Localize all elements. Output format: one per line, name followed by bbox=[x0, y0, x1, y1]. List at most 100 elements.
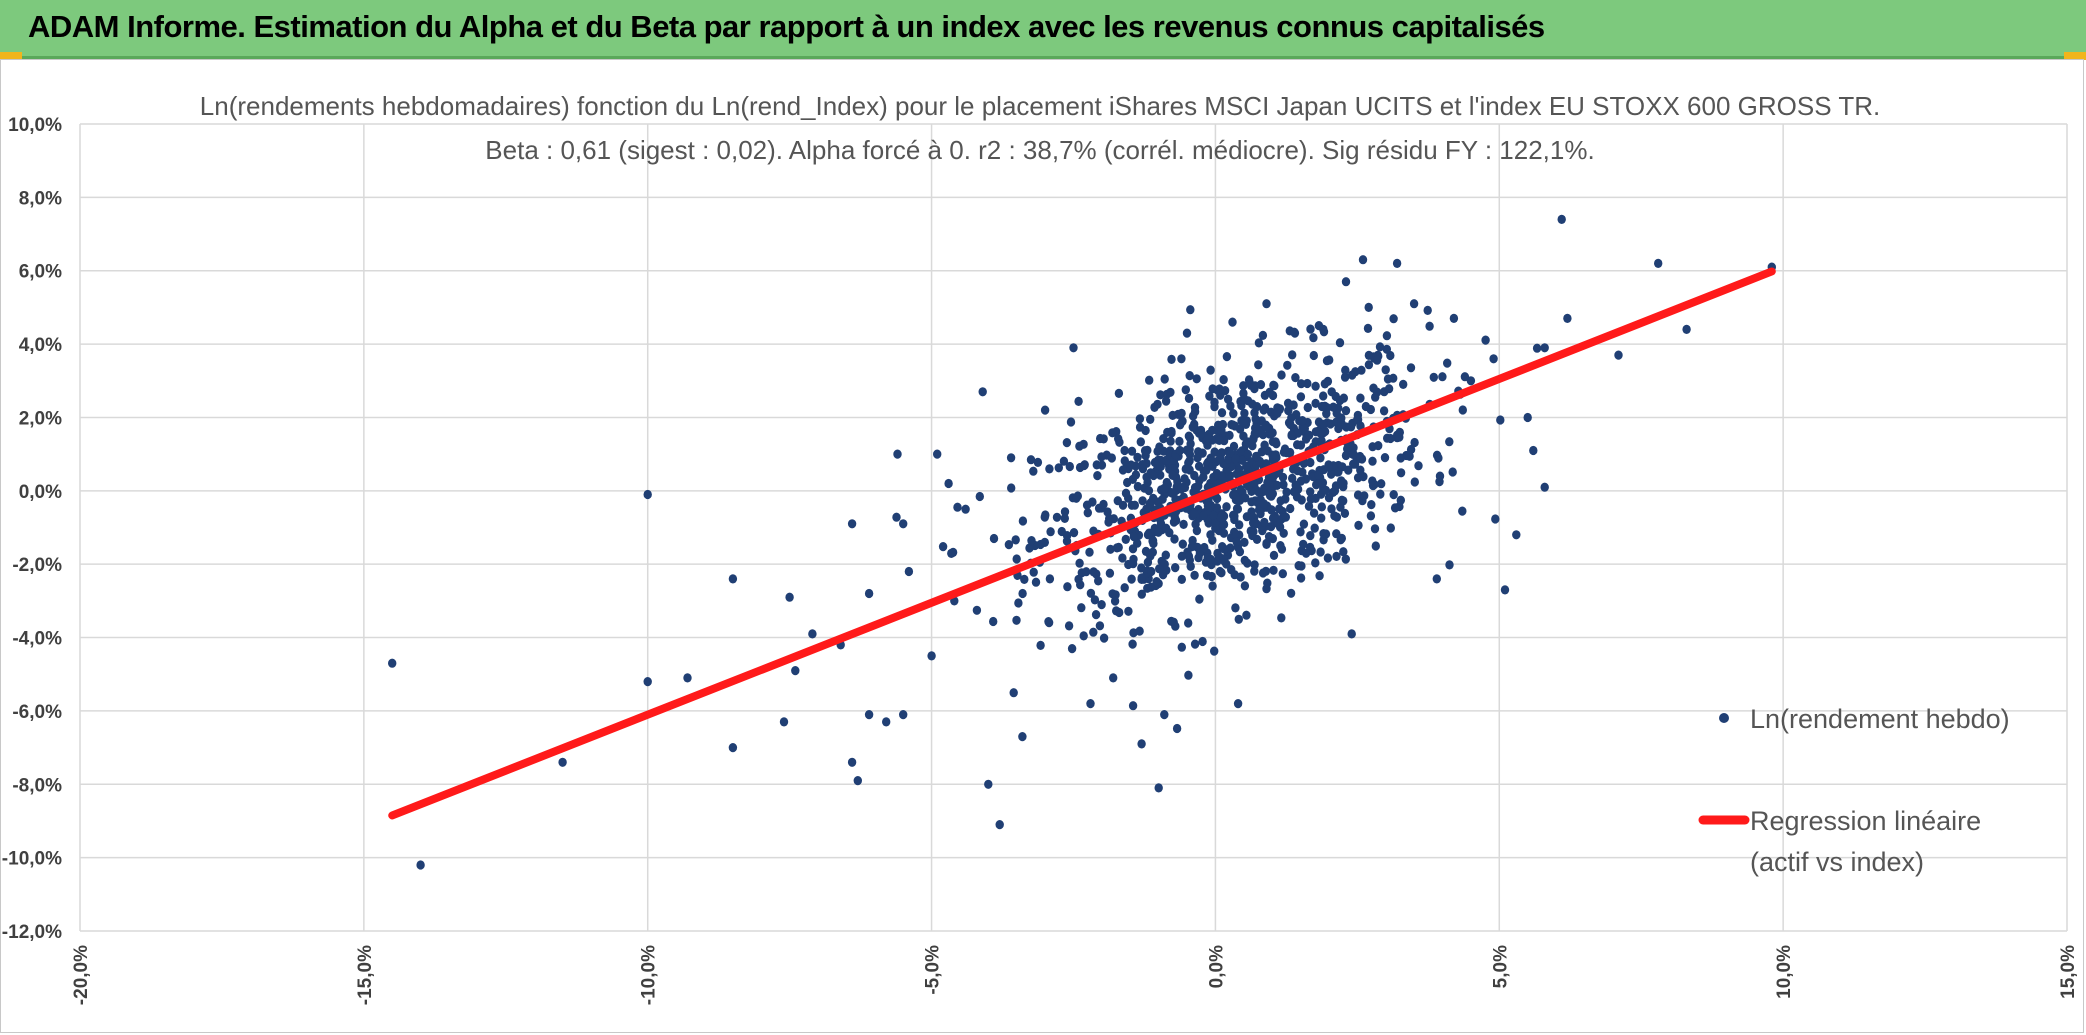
scatter-point bbox=[1175, 420, 1185, 430]
x-tick-label: -20,0% bbox=[71, 945, 92, 1005]
scatter-point bbox=[1448, 467, 1457, 477]
scatter-point bbox=[1105, 568, 1115, 578]
scatter-point bbox=[1406, 363, 1416, 373]
scatter-point bbox=[1349, 443, 1358, 453]
scatter-point bbox=[1156, 390, 1165, 400]
scatter-point bbox=[1052, 512, 1062, 522]
y-tick-label: 6,0% bbox=[19, 262, 62, 283]
scatter-point bbox=[1289, 487, 1299, 497]
scatter-point bbox=[1128, 544, 1138, 554]
scatter-point bbox=[1188, 535, 1197, 546]
scatter-point bbox=[1150, 402, 1159, 412]
scatter-point bbox=[1396, 495, 1406, 505]
scatter-point bbox=[728, 743, 738, 753]
scatter-point bbox=[1180, 474, 1189, 484]
scatter-point bbox=[1206, 530, 1215, 540]
scatter-point bbox=[1173, 477, 1182, 487]
chart-title: Ln(rendements hebdomadaires) fonction du… bbox=[200, 91, 1880, 121]
scatter-point bbox=[1066, 417, 1076, 427]
scatter-point bbox=[1079, 631, 1088, 641]
scatter-point bbox=[961, 504, 970, 514]
legend-label-regression-line1: Regression linéaire bbox=[1750, 806, 1981, 836]
scatter-point bbox=[1137, 739, 1146, 749]
legend-label-scatter: Ln(rendement hebdo) bbox=[1750, 704, 2010, 734]
scatter-point bbox=[1438, 372, 1447, 382]
scatter-point bbox=[1185, 456, 1194, 466]
scatter-point bbox=[1219, 528, 1229, 538]
scatter-point bbox=[1128, 639, 1137, 649]
x-tick-label: 15,0% bbox=[2058, 945, 2079, 999]
scatter-point bbox=[1106, 544, 1115, 554]
scatter-point bbox=[1190, 570, 1199, 580]
scatter-point bbox=[1260, 517, 1269, 527]
scatter-point bbox=[1216, 512, 1225, 522]
scatter-point bbox=[1309, 508, 1319, 518]
scatter-point bbox=[779, 717, 789, 727]
scatter-point bbox=[1239, 431, 1248, 441]
scatter-point bbox=[1356, 465, 1365, 475]
scatter-point bbox=[1363, 323, 1373, 333]
scatter-point bbox=[1060, 507, 1070, 517]
scatter-point bbox=[1018, 588, 1027, 599]
scatter-point bbox=[1234, 495, 1243, 506]
scatter-point bbox=[847, 757, 857, 767]
scatter-point bbox=[1012, 615, 1021, 625]
scatter-point bbox=[1414, 461, 1423, 471]
scatter-point bbox=[1177, 354, 1186, 364]
scatter-point bbox=[1327, 469, 1336, 479]
scatter-point bbox=[1272, 480, 1282, 490]
scatter-point bbox=[1287, 413, 1296, 423]
scatter-point bbox=[1133, 452, 1142, 462]
legend-label-regression-line2: (actif vs index) bbox=[1750, 847, 1924, 877]
scatter-point bbox=[1045, 574, 1055, 584]
scatter-point bbox=[1396, 453, 1406, 463]
scatter-point bbox=[1367, 500, 1376, 510]
scatter-point bbox=[1073, 491, 1083, 501]
scatter-point bbox=[1270, 381, 1279, 391]
scatter-point bbox=[1264, 488, 1274, 498]
scatter-point bbox=[728, 574, 738, 584]
scatter-point bbox=[1376, 489, 1385, 499]
scatter-point bbox=[1029, 466, 1038, 476]
scatter-point bbox=[1316, 428, 1325, 438]
scatter-point bbox=[1154, 783, 1163, 793]
scatter-point bbox=[1523, 412, 1532, 423]
scatter-point bbox=[1250, 381, 1260, 391]
scatter-point bbox=[1131, 470, 1141, 480]
x-tick-label: 5,0% bbox=[1490, 945, 1511, 988]
scatter-point bbox=[1146, 414, 1155, 424]
y-tick-label: -8,0% bbox=[12, 775, 62, 796]
scatter-point bbox=[1184, 431, 1194, 441]
scatter-point bbox=[1120, 456, 1130, 466]
scatter-point bbox=[1316, 453, 1325, 463]
scatter-point bbox=[1309, 350, 1319, 361]
chart-subtitle: Beta : 0,61 (sigest : 0,02). Alpha forcé… bbox=[485, 135, 1594, 165]
chart-frame bbox=[0, 59, 2084, 1033]
scatter-point bbox=[1128, 559, 1138, 569]
scatter-point bbox=[1309, 333, 1318, 343]
scatter-point bbox=[1317, 502, 1327, 512]
scatter-point bbox=[1277, 370, 1286, 380]
scatter-point bbox=[1242, 461, 1251, 471]
scatter-point bbox=[1140, 446, 1150, 456]
scatter-point bbox=[785, 592, 794, 602]
scatter-point bbox=[1263, 446, 1272, 456]
scatter-point bbox=[938, 542, 948, 552]
scatter-point bbox=[1167, 428, 1176, 438]
scatter-point bbox=[1090, 595, 1100, 605]
scatter-point bbox=[1262, 299, 1271, 309]
scatter-point bbox=[1184, 670, 1193, 680]
scatter-point bbox=[953, 502, 962, 512]
scatter-point bbox=[893, 449, 902, 459]
scatter-point bbox=[1177, 484, 1186, 494]
scatter-point bbox=[1209, 510, 1218, 520]
scatter-point bbox=[683, 673, 692, 683]
scatter-point bbox=[1219, 375, 1228, 385]
scatter-point bbox=[1185, 555, 1195, 565]
scatter-point bbox=[1258, 330, 1268, 340]
y-tick-label: 8,0% bbox=[19, 188, 62, 209]
scatter-point bbox=[1189, 509, 1199, 519]
scatter-point bbox=[1150, 457, 1160, 468]
scatter-point bbox=[1410, 477, 1420, 487]
scatter-point bbox=[1110, 596, 1120, 606]
